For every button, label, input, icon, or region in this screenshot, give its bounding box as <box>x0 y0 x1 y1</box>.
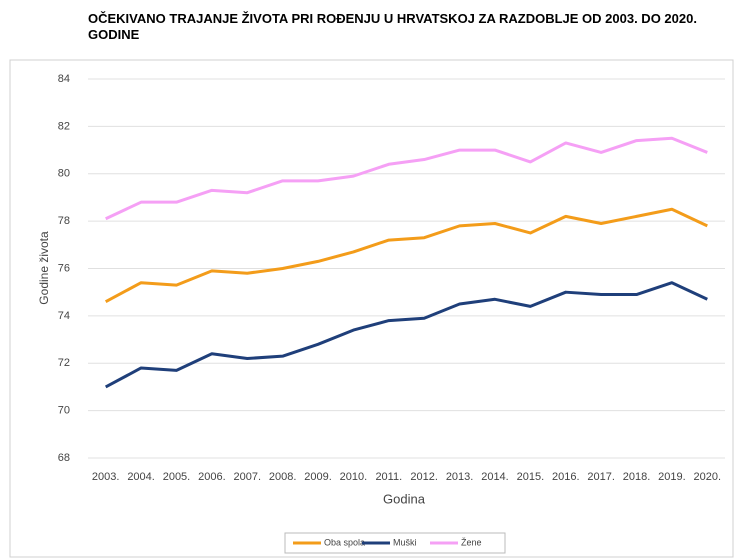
x-tick-label: 2006. <box>198 471 226 483</box>
x-tick-label: 2013. <box>446 471 474 483</box>
x-tick-label: 2017. <box>587 471 615 483</box>
x-tick-label: 2011. <box>375 471 402 483</box>
x-tick-label: 2010. <box>340 471 368 483</box>
chart-frame <box>9 59 734 558</box>
x-tick-label: 2005. <box>163 471 191 483</box>
y-tick-label: 74 <box>58 310 70 322</box>
legend-label: Muški <box>393 537 417 547</box>
x-tick-label: 2018. <box>623 471 651 483</box>
chart-title: OČEKIVANO TRAJANJE ŽIVOTA PRI ROĐENJU U … <box>88 11 697 42</box>
x-tick-label: 2014. <box>481 471 509 483</box>
y-tick-label: 68 <box>58 452 70 464</box>
x-tick-label: 2003. <box>92 471 120 483</box>
series-line <box>104 281 708 389</box>
y-axis-label: Godine života <box>37 231 51 305</box>
x-tick-label: 2015. <box>517 471 545 483</box>
y-tick-label: 84 <box>58 73 70 85</box>
series-line <box>105 136 708 221</box>
legend-box <box>284 532 506 554</box>
x-tick-label: 2007. <box>233 471 261 483</box>
x-tick-label: 2004. <box>127 471 155 483</box>
y-tick-label: 80 <box>58 168 70 180</box>
y-tick-label: 78 <box>58 215 70 227</box>
x-tick-label: 2020. <box>694 471 722 483</box>
x-tick-label: 2012. <box>410 471 438 483</box>
x-axis-label: Godina <box>383 491 426 506</box>
legend-label: Oba spola <box>324 537 365 547</box>
y-tick-label: 76 <box>58 262 70 274</box>
y-tick-label: 82 <box>58 120 70 132</box>
x-tick-label: 2008. <box>269 471 297 483</box>
x-tick-label: 2016. <box>552 471 580 483</box>
y-tick-label: 72 <box>58 357 70 369</box>
x-tick-label: 2019. <box>658 471 686 483</box>
legend-label: Žene <box>461 537 482 547</box>
series-line <box>104 207 708 303</box>
x-tick-label: 2009. <box>304 471 332 483</box>
y-tick-label: 70 <box>58 405 70 417</box>
